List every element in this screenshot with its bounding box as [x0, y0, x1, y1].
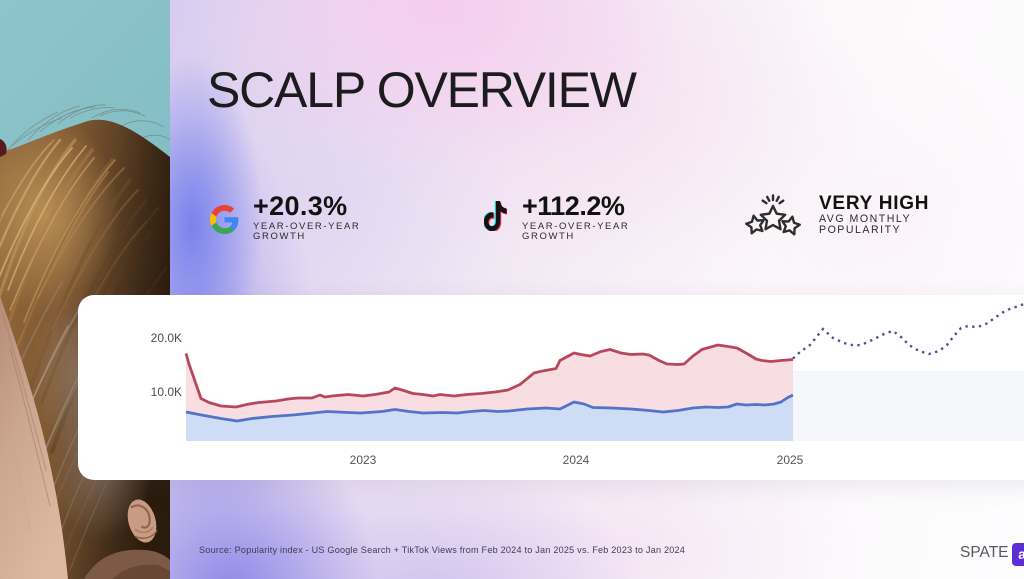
- svg-text:2025: 2025: [777, 453, 804, 467]
- svg-text:2023: 2023: [350, 453, 377, 467]
- svg-text:2024: 2024: [563, 453, 590, 467]
- svg-text:10.0K: 10.0K: [151, 385, 182, 399]
- svg-text:20.0K: 20.0K: [151, 331, 182, 345]
